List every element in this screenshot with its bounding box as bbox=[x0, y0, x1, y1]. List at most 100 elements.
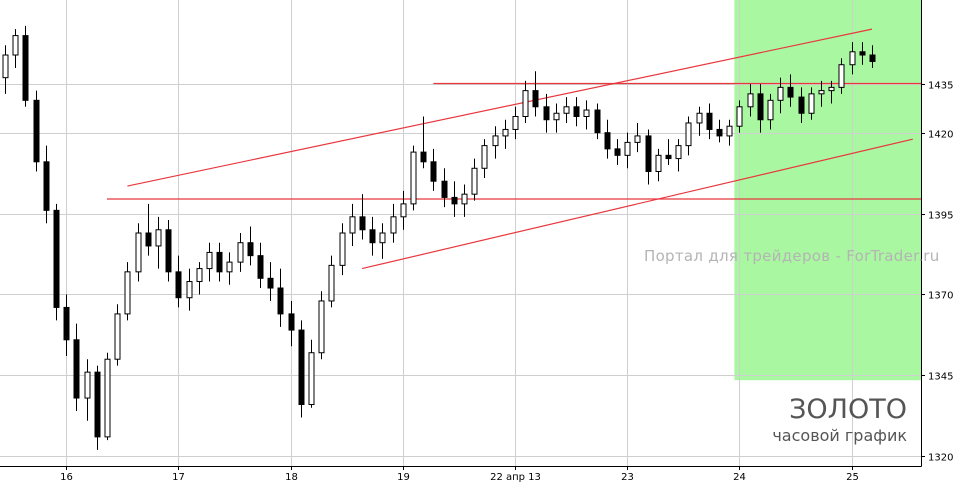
candle-body-down bbox=[716, 128, 723, 137]
candle bbox=[604, 119, 611, 159]
candle-body-up bbox=[84, 371, 91, 399]
candle bbox=[757, 84, 764, 133]
candle bbox=[461, 184, 468, 217]
candle-body-down bbox=[175, 271, 182, 299]
candle-body-up bbox=[838, 64, 845, 88]
candle-body-down bbox=[532, 90, 539, 108]
candle-body-up bbox=[777, 86, 784, 101]
candle-body-up bbox=[196, 268, 203, 283]
candle bbox=[451, 181, 458, 217]
candle-body-up bbox=[481, 145, 488, 169]
candle bbox=[155, 216, 162, 269]
candle bbox=[104, 352, 111, 441]
candle-body-up bbox=[461, 193, 468, 205]
candle-body-up bbox=[818, 90, 825, 95]
candle-body-up bbox=[379, 232, 386, 244]
x-tick-label: 17 bbox=[172, 472, 185, 483]
candle bbox=[379, 223, 386, 259]
candle bbox=[665, 139, 672, 166]
candle-body-down bbox=[73, 339, 80, 399]
candle bbox=[869, 45, 876, 68]
candle-body-up bbox=[400, 203, 407, 218]
candle bbox=[369, 216, 376, 256]
candle bbox=[471, 158, 478, 201]
candle-body-up bbox=[767, 99, 774, 121]
candle bbox=[94, 365, 101, 450]
candle bbox=[288, 300, 295, 347]
candle-body-down bbox=[145, 232, 152, 247]
candle-body-up bbox=[226, 261, 233, 273]
candle-body-down bbox=[665, 154, 672, 160]
x-tick-label: 24 bbox=[733, 472, 746, 483]
candle-body-down bbox=[165, 229, 172, 273]
candle bbox=[706, 103, 713, 140]
candle-body-up bbox=[124, 271, 131, 315]
candle bbox=[400, 190, 407, 230]
candle bbox=[410, 145, 417, 211]
candle bbox=[420, 116, 427, 169]
candle bbox=[339, 223, 346, 276]
candle-body-up bbox=[563, 106, 570, 114]
y-axis: 1320 1345 1370 1395 1420 1435 bbox=[921, 81, 953, 464]
candle bbox=[481, 139, 488, 178]
candle-body-down bbox=[53, 209, 60, 308]
candle-body-down bbox=[706, 112, 713, 130]
candle bbox=[543, 93, 550, 133]
candle-body-down bbox=[43, 161, 50, 211]
candle-body-down bbox=[288, 313, 295, 331]
candle bbox=[828, 80, 835, 104]
candle-body-up bbox=[339, 232, 346, 266]
candle-body-up bbox=[328, 264, 335, 302]
candle bbox=[84, 359, 91, 421]
candle-body-up bbox=[675, 145, 682, 160]
candle bbox=[63, 294, 70, 356]
candle-body-down bbox=[257, 255, 264, 279]
channel-lower-line bbox=[361, 138, 913, 270]
y-tick-label: 1345 bbox=[928, 372, 953, 383]
y-tick-label: 1395 bbox=[928, 211, 953, 222]
candle bbox=[859, 42, 866, 65]
candle bbox=[716, 119, 723, 143]
y-tick-label: 1420 bbox=[928, 130, 953, 141]
candle bbox=[441, 168, 448, 208]
candle bbox=[634, 122, 641, 153]
candle bbox=[33, 90, 40, 172]
candle bbox=[787, 74, 794, 107]
candle-body-up bbox=[502, 128, 509, 137]
candle-body-down bbox=[604, 132, 611, 150]
candle bbox=[594, 103, 601, 140]
candle bbox=[573, 97, 580, 127]
candle bbox=[675, 139, 682, 172]
candle bbox=[492, 126, 499, 159]
candle-body-up bbox=[114, 313, 121, 360]
candle bbox=[614, 139, 621, 166]
candle bbox=[563, 97, 570, 123]
candle bbox=[226, 252, 233, 285]
candle-body-up bbox=[624, 141, 631, 156]
candle-body-up bbox=[522, 90, 529, 118]
candle-body-up bbox=[512, 116, 519, 130]
watermark: Портал для трейдеров - ForTrader.ru bbox=[644, 247, 940, 265]
candle-body-up bbox=[2, 54, 9, 79]
candle bbox=[522, 80, 529, 123]
candle-body-down bbox=[298, 329, 305, 406]
candle bbox=[135, 223, 142, 282]
x-tick-label: 16 bbox=[60, 472, 73, 483]
candle-body-up bbox=[492, 135, 499, 147]
candle-body-down bbox=[63, 306, 70, 341]
candle-body-down bbox=[247, 242, 254, 257]
candle bbox=[736, 100, 743, 133]
candle-body-down bbox=[859, 51, 866, 56]
candle-body-down bbox=[757, 93, 764, 121]
candle bbox=[165, 220, 172, 282]
candle bbox=[308, 339, 315, 408]
candle-body-down bbox=[594, 109, 601, 134]
candle bbox=[430, 148, 437, 191]
candle-body-down bbox=[614, 148, 621, 156]
candle bbox=[349, 203, 356, 246]
candle-body-up bbox=[237, 242, 244, 263]
candle bbox=[849, 42, 856, 75]
candle-body-down bbox=[645, 135, 652, 173]
y-tick-label: 1435 bbox=[928, 81, 953, 92]
